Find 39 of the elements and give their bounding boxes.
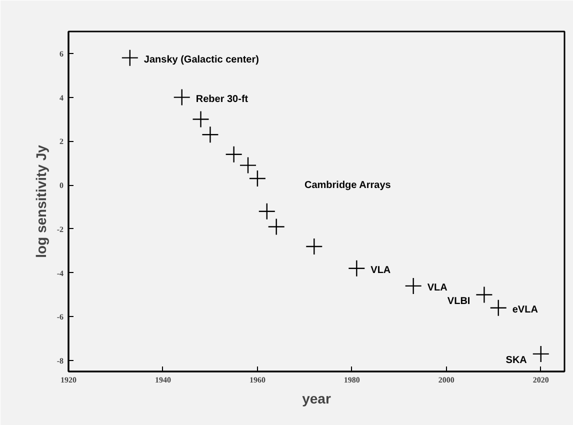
x-tick-label: 1920 xyxy=(60,376,76,384)
y-tick-label: -4 xyxy=(56,268,64,278)
y-tick-label: 4 xyxy=(60,93,64,102)
x-axis-title: year xyxy=(302,390,332,406)
x-tick-label: 1980 xyxy=(344,376,360,384)
annotation: eVLA xyxy=(512,304,538,316)
point xyxy=(248,170,266,188)
x-tick-label: 2000 xyxy=(438,376,454,384)
annotation: VLA xyxy=(427,282,448,294)
y-tick-label: 2 xyxy=(60,137,64,146)
point xyxy=(173,88,190,106)
x-tick-label: 1940 xyxy=(154,376,171,384)
point xyxy=(239,156,257,174)
y-tick-label: -8 xyxy=(56,356,64,366)
point xyxy=(532,345,550,363)
point xyxy=(268,218,285,236)
point xyxy=(476,286,493,304)
y-axis-title: log sensitivity Jy xyxy=(32,144,49,258)
point xyxy=(121,49,139,66)
annotation: Reber 30-ft xyxy=(196,94,249,105)
annotation: Cambridge Arrays xyxy=(304,180,392,191)
annotation: VLA xyxy=(370,265,391,276)
x-tick-label: 1960 xyxy=(249,376,266,384)
point xyxy=(490,299,507,316)
y-tick-label: 6 xyxy=(60,49,64,58)
x-tick-label: 2020 xyxy=(532,376,549,384)
annotation: SKA xyxy=(506,355,527,366)
y-tick-label: -6 xyxy=(56,312,64,322)
point xyxy=(192,110,210,128)
annotation: VLBI xyxy=(447,296,470,307)
point xyxy=(306,238,323,256)
point xyxy=(225,146,242,163)
point xyxy=(404,277,422,295)
point xyxy=(202,126,219,144)
point xyxy=(258,202,276,220)
y-tick-label: -2 xyxy=(56,224,64,234)
annotation: Jansky (Galactic center) xyxy=(144,54,259,66)
y-tick-label: 0 xyxy=(60,181,64,190)
point xyxy=(348,260,366,278)
